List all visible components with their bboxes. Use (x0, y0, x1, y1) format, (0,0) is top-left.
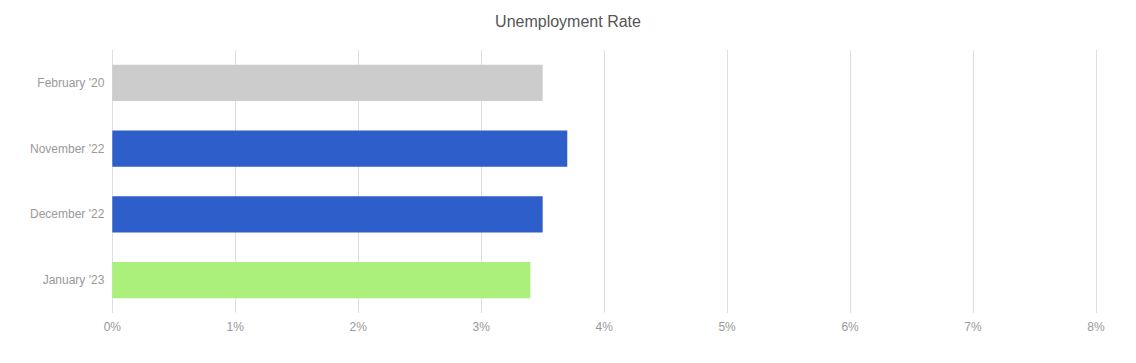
svg-text:January '23: January '23 (43, 273, 105, 287)
svg-text:1%: 1% (227, 320, 245, 334)
svg-text:0%: 0% (104, 320, 122, 334)
svg-text:3%: 3% (473, 320, 491, 334)
svg-text:November '22: November '22 (30, 142, 105, 156)
svg-text:2%: 2% (350, 320, 368, 334)
svg-text:February '20: February '20 (37, 76, 104, 90)
svg-text:4%: 4% (595, 320, 613, 334)
svg-text:Unemployment Rate: Unemployment Rate (495, 13, 641, 30)
svg-text:7%: 7% (964, 320, 982, 334)
svg-text:8%: 8% (1087, 320, 1105, 334)
svg-text:5%: 5% (718, 320, 736, 334)
svg-text:6%: 6% (841, 320, 859, 334)
svg-text:December '22: December '22 (30, 207, 105, 221)
